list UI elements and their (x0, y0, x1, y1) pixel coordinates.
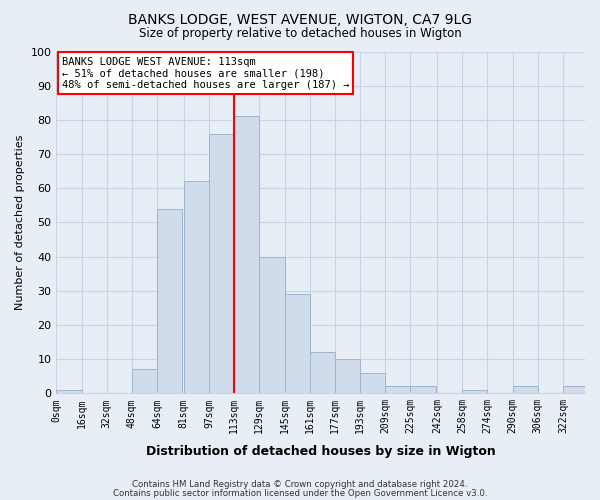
Bar (385, 386, 410, 394)
Bar (284, 294, 310, 394)
Bar (360, 373, 385, 394)
Bar (410, 386, 436, 394)
Bar (209, 134, 234, 394)
Bar (563, 386, 588, 394)
Text: BANKS LODGE WEST AVENUE: 113sqm
← 51% of detached houses are smaller (198)
48% o: BANKS LODGE WEST AVENUE: 113sqm ← 51% of… (62, 56, 349, 90)
Bar (234, 116, 259, 394)
Bar (132, 370, 157, 394)
X-axis label: Distribution of detached houses by size in Wigton: Distribution of detached houses by size … (146, 444, 496, 458)
Bar (184, 182, 209, 394)
Bar (512, 386, 538, 394)
Text: BANKS LODGE, WEST AVENUE, WIGTON, CA7 9LG: BANKS LODGE, WEST AVENUE, WIGTON, CA7 9L… (128, 12, 472, 26)
Bar (335, 359, 360, 394)
Bar (157, 208, 182, 394)
Text: Contains HM Land Registry data © Crown copyright and database right 2024.: Contains HM Land Registry data © Crown c… (132, 480, 468, 489)
Text: Contains public sector information licensed under the Open Government Licence v3: Contains public sector information licen… (113, 488, 487, 498)
Bar (259, 256, 284, 394)
Bar (462, 390, 487, 394)
Bar (310, 352, 335, 394)
Y-axis label: Number of detached properties: Number of detached properties (15, 134, 25, 310)
Bar (56, 390, 82, 394)
Text: Size of property relative to detached houses in Wigton: Size of property relative to detached ho… (139, 28, 461, 40)
